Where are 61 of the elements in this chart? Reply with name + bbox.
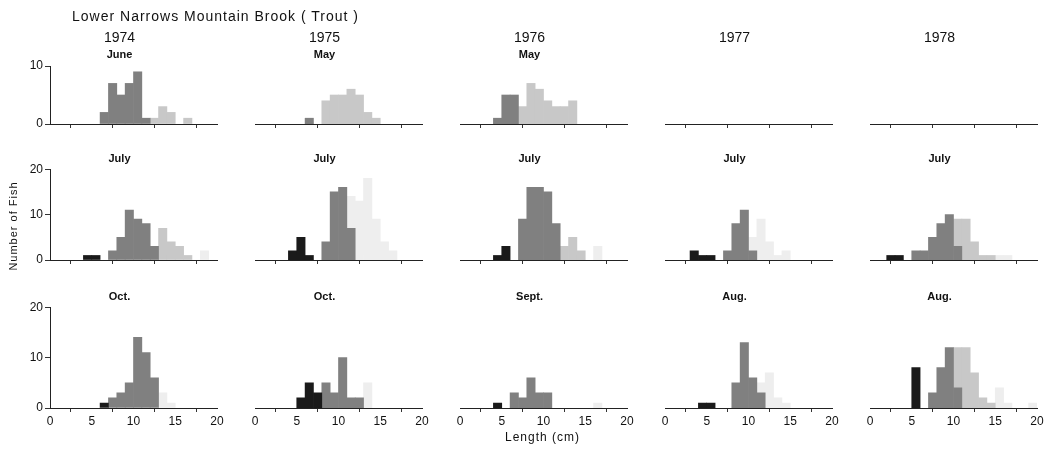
- y-tick-label: 10: [29, 58, 44, 73]
- chart-title: July: [723, 151, 747, 164]
- x-axis-title: Length (cm): [505, 430, 581, 444]
- chart-title: July: [313, 151, 337, 164]
- text: 1977: [718, 29, 751, 46]
- chart-title: Sept.: [516, 289, 543, 302]
- x-tick-label: 20: [1030, 413, 1044, 428]
- bar: [304, 117, 314, 124]
- bar: [183, 117, 193, 124]
- x-tick-label: 0: [866, 413, 874, 428]
- x-tick-label: 0: [251, 413, 259, 428]
- chart-title: 1976: [513, 29, 546, 46]
- bar: [593, 402, 603, 408]
- chart-title: July: [108, 151, 132, 164]
- chart-title: Aug.: [927, 289, 952, 302]
- chart-subtitle: May: [518, 48, 542, 61]
- x-tick-label: 20: [825, 413, 839, 428]
- x-tick-label: 15: [373, 413, 388, 428]
- chart-title: 1975: [308, 29, 341, 46]
- chart-subtitle: May: [313, 48, 337, 61]
- x-tick-label: 15: [988, 413, 1003, 428]
- bar: [1028, 402, 1037, 408]
- x-tick-label: 15: [168, 413, 183, 428]
- x-tick-label: 10: [331, 413, 346, 428]
- x-tick-label: 5: [703, 413, 711, 428]
- x-tick-label: 10: [536, 413, 551, 428]
- x-tick-label: 20: [210, 413, 224, 428]
- x-tick-label: 20: [620, 413, 634, 428]
- y-tick-label: 10: [29, 206, 44, 221]
- chart-title: July: [518, 151, 542, 164]
- x-tick-label: 0: [456, 413, 464, 428]
- chart-subtitle: June: [106, 48, 133, 61]
- x-tick-label: 10: [741, 413, 756, 428]
- chart-title: 1974: [103, 29, 136, 46]
- x-tick-label: 5: [88, 413, 96, 428]
- chart-title: July: [928, 151, 952, 164]
- chart-title: Oct.: [313, 289, 336, 302]
- x-tick-label: 15: [783, 413, 798, 428]
- bar: [199, 250, 209, 260]
- x-tick-label: 15: [578, 413, 593, 428]
- y-tick-label: 0: [36, 116, 44, 131]
- x-tick-label: 0: [661, 413, 669, 428]
- x-tick-label: 5: [498, 413, 506, 428]
- bar: [593, 246, 603, 260]
- y-tick-label: 10: [29, 349, 44, 364]
- y-tick-label: 20: [29, 161, 44, 176]
- x-tick-label: 5: [908, 413, 916, 428]
- y-tick-label: 0: [36, 252, 44, 267]
- y-tick-label: 0: [36, 400, 44, 415]
- x-tick-label: 0: [46, 413, 54, 428]
- text: 1978: [923, 29, 956, 46]
- chart-title: Aug.: [722, 289, 747, 302]
- bar: [363, 382, 373, 408]
- text: Lower Narrows Mountain Brook ( Trout ): [72, 8, 359, 24]
- x-tick-label: 5: [293, 413, 301, 428]
- x-tick-label: 10: [126, 413, 141, 428]
- chart-title: Oct.: [108, 289, 131, 302]
- y-tick-label: 20: [29, 299, 44, 314]
- x-tick-label: 10: [946, 413, 961, 428]
- y-axis-title: Number of Fish: [6, 181, 19, 271]
- x-tick-label: 20: [415, 413, 429, 428]
